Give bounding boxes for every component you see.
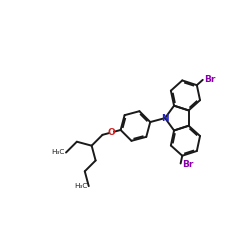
Text: O: O [108, 128, 116, 137]
Text: Br: Br [204, 75, 215, 84]
Text: H₃C: H₃C [52, 149, 65, 155]
Text: H₃C: H₃C [74, 183, 88, 189]
Text: Br: Br [182, 160, 193, 169]
Text: N: N [161, 114, 168, 122]
